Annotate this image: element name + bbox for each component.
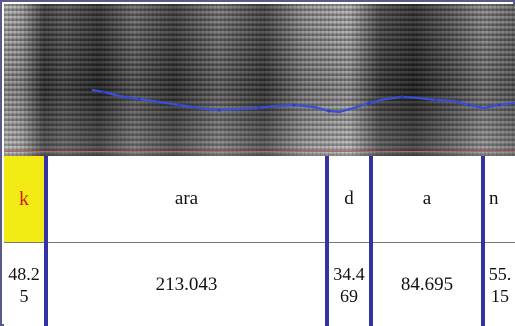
segment-duration-ara: 213.043: [48, 242, 325, 326]
pitch-contour-points: [102, 90, 501, 113]
segment-boundary[interactable]: [481, 156, 485, 326]
segment-table: k ara d a n 48.25 213.043 34.469 84.695 …: [4, 156, 515, 326]
segment-label-d[interactable]: d: [329, 156, 369, 242]
pitch-contour-line: [91, 88, 515, 114]
spectrogram-texture: [4, 4, 515, 156]
spectrogram-panel: [4, 4, 515, 156]
segment-label-ara[interactable]: ara: [48, 156, 325, 242]
segment-label-a[interactable]: a: [373, 156, 481, 242]
spectrogram-shading: [4, 4, 515, 156]
segment-duration-k: 48.25: [4, 242, 44, 326]
pitch-contour: [91, 88, 515, 114]
segment-duration-a: 84.695: [373, 242, 481, 326]
segment-label-k[interactable]: k: [4, 156, 44, 242]
spectrogram-baseline: [4, 151, 515, 152]
segment-duration-d: 34.469: [329, 242, 369, 326]
segment-boundary[interactable]: [369, 156, 373, 326]
segment-boundary[interactable]: [325, 156, 329, 326]
segment-boundary[interactable]: [44, 156, 48, 326]
segment-label-n[interactable]: n: [485, 156, 515, 242]
segment-duration-n: 55.15: [485, 242, 515, 326]
